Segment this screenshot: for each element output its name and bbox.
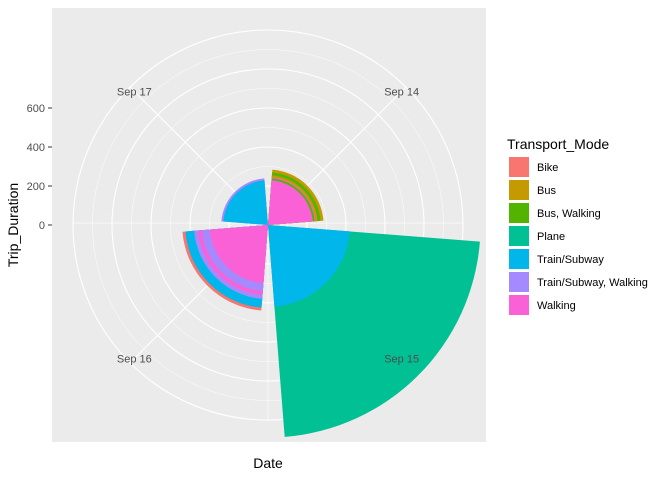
category-label: Sep 15: [384, 354, 419, 366]
legend-label: Bus, Walking: [537, 208, 601, 220]
legend-label: Train/Subway: [537, 254, 604, 266]
legend-key: [509, 226, 529, 246]
bar-walking: [268, 180, 313, 225]
legend-title: Transport_Mode: [507, 136, 609, 152]
legend-key: [509, 203, 529, 223]
y-tick-label: 0: [39, 220, 45, 232]
legend-key: [509, 249, 529, 269]
panel-background: [52, 8, 486, 442]
category-label: Sep 14: [384, 86, 419, 98]
x-axis-title: Date: [253, 455, 283, 471]
radial-axis: 0 200 400 600: [27, 103, 52, 232]
legend-key: [509, 157, 529, 177]
bars: [182, 169, 480, 437]
bar-train-subway: [223, 180, 268, 225]
y-tick-label: 400: [27, 142, 45, 154]
legend-label: Bike: [537, 162, 558, 174]
category-label: Sep 16: [117, 354, 152, 366]
category-labels: Sep 14 Sep 15 Sep 16 Sep 17: [117, 86, 419, 365]
legend-key: [509, 272, 529, 292]
legend-label: Walking: [537, 300, 576, 312]
bar-walking: [209, 225, 268, 284]
legend-label: Bus: [537, 185, 556, 197]
y-tick-label: 600: [27, 103, 45, 115]
legend-key: [509, 295, 529, 315]
y-tick-label: 200: [27, 181, 45, 193]
bar-train-subway: [268, 225, 350, 307]
legend-key: [509, 180, 529, 200]
legend: Transport_Mode Bike Bus Bus, Walking Plane T…: [507, 136, 648, 315]
category-label: Sep 17: [117, 86, 152, 98]
y-axis-title: Trip_Duration: [5, 183, 21, 267]
legend-label: Plane: [537, 231, 565, 243]
legend-label: Train/Subway, Walking: [537, 277, 648, 289]
